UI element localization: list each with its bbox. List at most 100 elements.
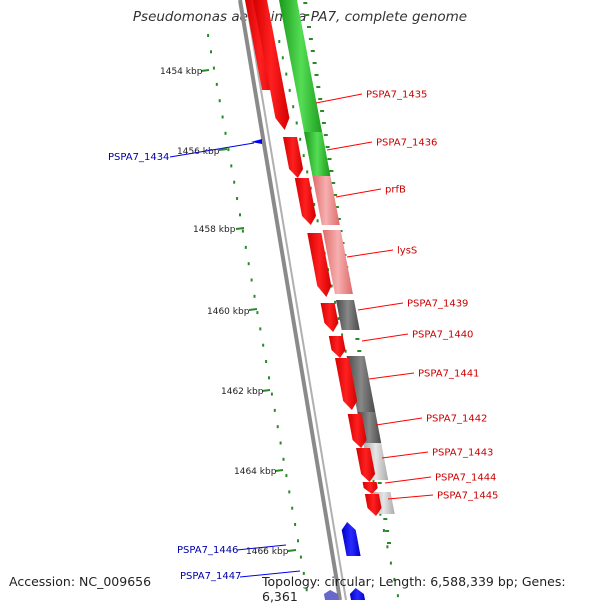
- right-tick-dot: [306, 170, 309, 174]
- inner-tick-dot: [321, 122, 326, 124]
- reverse-gene-arrow: [349, 588, 366, 600]
- forward-gene-arrow: [362, 482, 378, 494]
- inner-tick-dot: [312, 62, 317, 64]
- inner-tick-dot: [308, 38, 313, 40]
- inner-tick-dot: [336, 218, 341, 220]
- left-tick-dot: [259, 327, 262, 331]
- left-tick-dot: [294, 523, 297, 526]
- left-tick-dot: [285, 474, 288, 478]
- gene-label: PSPA7_1443: [432, 448, 493, 459]
- right-tick-dot: [313, 203, 316, 206]
- right-tick-dot: [382, 529, 385, 532]
- kbp-tick-label: 1462 kbp: [221, 387, 264, 397]
- inner-tick-dot: [355, 338, 360, 340]
- right-tick-dot: [330, 284, 333, 288]
- kbp-tick-mark: [235, 227, 245, 230]
- forward-gene-arrow: [364, 494, 382, 516]
- right-tick-dot: [389, 561, 392, 565]
- inner-tick-dot: [377, 482, 382, 484]
- right-tick-dot: [379, 512, 382, 516]
- gene-label: PSPA7_1436: [376, 138, 437, 149]
- backbone-line-outer: [238, 0, 342, 600]
- left-tick-dot: [297, 539, 299, 543]
- right-tick-dot: [295, 121, 298, 125]
- leader-line: [239, 570, 301, 578]
- left-tick-dot: [273, 408, 276, 412]
- forward-gene-arrow: [307, 233, 332, 297]
- reverse-gene-arrow: [251, 139, 262, 144]
- kbp-tick-mark: [248, 308, 258, 311]
- gene-label: PSPA7_1442: [426, 414, 487, 425]
- cds-feature: [279, 0, 324, 138]
- left-tick-dot: [265, 360, 268, 363]
- kbp-tick-mark: [261, 389, 271, 392]
- left-tick-dot: [239, 213, 241, 217]
- right-tick-dot: [337, 317, 340, 321]
- left-tick-dot: [236, 197, 239, 200]
- left-tick-dot: [210, 50, 212, 54]
- kbp-tick-label: 1456 kbp: [177, 147, 220, 157]
- right-tick-dot: [285, 72, 288, 76]
- left-tick-dot: [227, 148, 230, 152]
- inner-tick-dot: [333, 194, 338, 196]
- right-tick-dot: [278, 40, 281, 43]
- cds-feature: [336, 300, 360, 330]
- gene-label: prfB: [385, 185, 406, 196]
- gene-label: PSPA7_1446: [177, 545, 238, 556]
- left-tick-dot: [233, 180, 236, 184]
- kbp-tick-mark: [218, 148, 228, 151]
- left-tick-dot: [230, 164, 233, 168]
- kbp-tick-label: 1458 kbp: [193, 225, 236, 235]
- cds-track: [279, 0, 395, 514]
- kbp-tick-mark: [287, 549, 297, 552]
- leader-line: [361, 333, 409, 342]
- inner-tick-dot: [385, 530, 390, 532]
- inner-tick-dot: [303, 2, 308, 4]
- kbp-ticks: 1454 kbp 1456 kbp 1458 kbp 1460 kbp 1462 kbp…: [160, 67, 297, 557]
- gene-label: PSPA7_1440: [412, 330, 473, 341]
- right-tick-dot: [316, 219, 319, 223]
- left-tick-dot: [224, 131, 227, 135]
- leader-line: [384, 476, 432, 484]
- leader-line: [357, 302, 404, 311]
- inner-tick-dot: [383, 518, 388, 520]
- forward-gene-arrow: [253, 0, 290, 130]
- right-tick-dot: [372, 480, 375, 484]
- left-tick-dot: [305, 588, 308, 592]
- kbp-tick-label: 1454 kbp: [160, 67, 203, 77]
- left-tick-dot: [221, 115, 224, 119]
- right-tick-dot: [393, 577, 396, 581]
- gene-labels: PSPA7_1435 PSPA7_1436 prfB lysS PSPA7_1439 PS…: [108, 90, 498, 583]
- inner-tick-dot: [334, 206, 339, 208]
- left-tick-dot: [299, 555, 302, 559]
- cds-feature: [312, 176, 340, 225]
- inner-tick-dot: [318, 98, 323, 100]
- right-tick-dot: [396, 594, 399, 598]
- left-tick-dot: [262, 343, 265, 347]
- left-tick-dot: [288, 490, 291, 494]
- kbp-tick-mark: [274, 469, 284, 472]
- gene-label: PSPA7_1441: [418, 369, 479, 380]
- forward-gene-arrow: [328, 336, 346, 358]
- left-tick-dot: [241, 229, 244, 233]
- right-tick-dot: [341, 333, 344, 337]
- left-tick-dot: [253, 294, 256, 298]
- inner-tick-dot: [329, 170, 334, 172]
- leader-line: [315, 93, 363, 104]
- kbp-tick-mark: [200, 69, 210, 72]
- inner-tick-dot: [357, 350, 362, 352]
- accession-text: Accession: NC_009656: [9, 574, 152, 589]
- left-tick-dot: [268, 376, 270, 380]
- inner-tick-dot: [387, 542, 391, 544]
- inner-tick-dot: [320, 110, 325, 112]
- right-tick-dot: [288, 88, 291, 92]
- inner-tick-dot: [305, 14, 310, 16]
- inner-tick-dot: [314, 74, 319, 76]
- inner-tick-dot: [325, 146, 330, 148]
- leader-line: [387, 494, 434, 500]
- inner-tick-dot: [307, 26, 311, 28]
- inner-tick-dot: [310, 50, 315, 52]
- left-tick-dot: [256, 311, 259, 315]
- left-tick-dot: [247, 262, 250, 266]
